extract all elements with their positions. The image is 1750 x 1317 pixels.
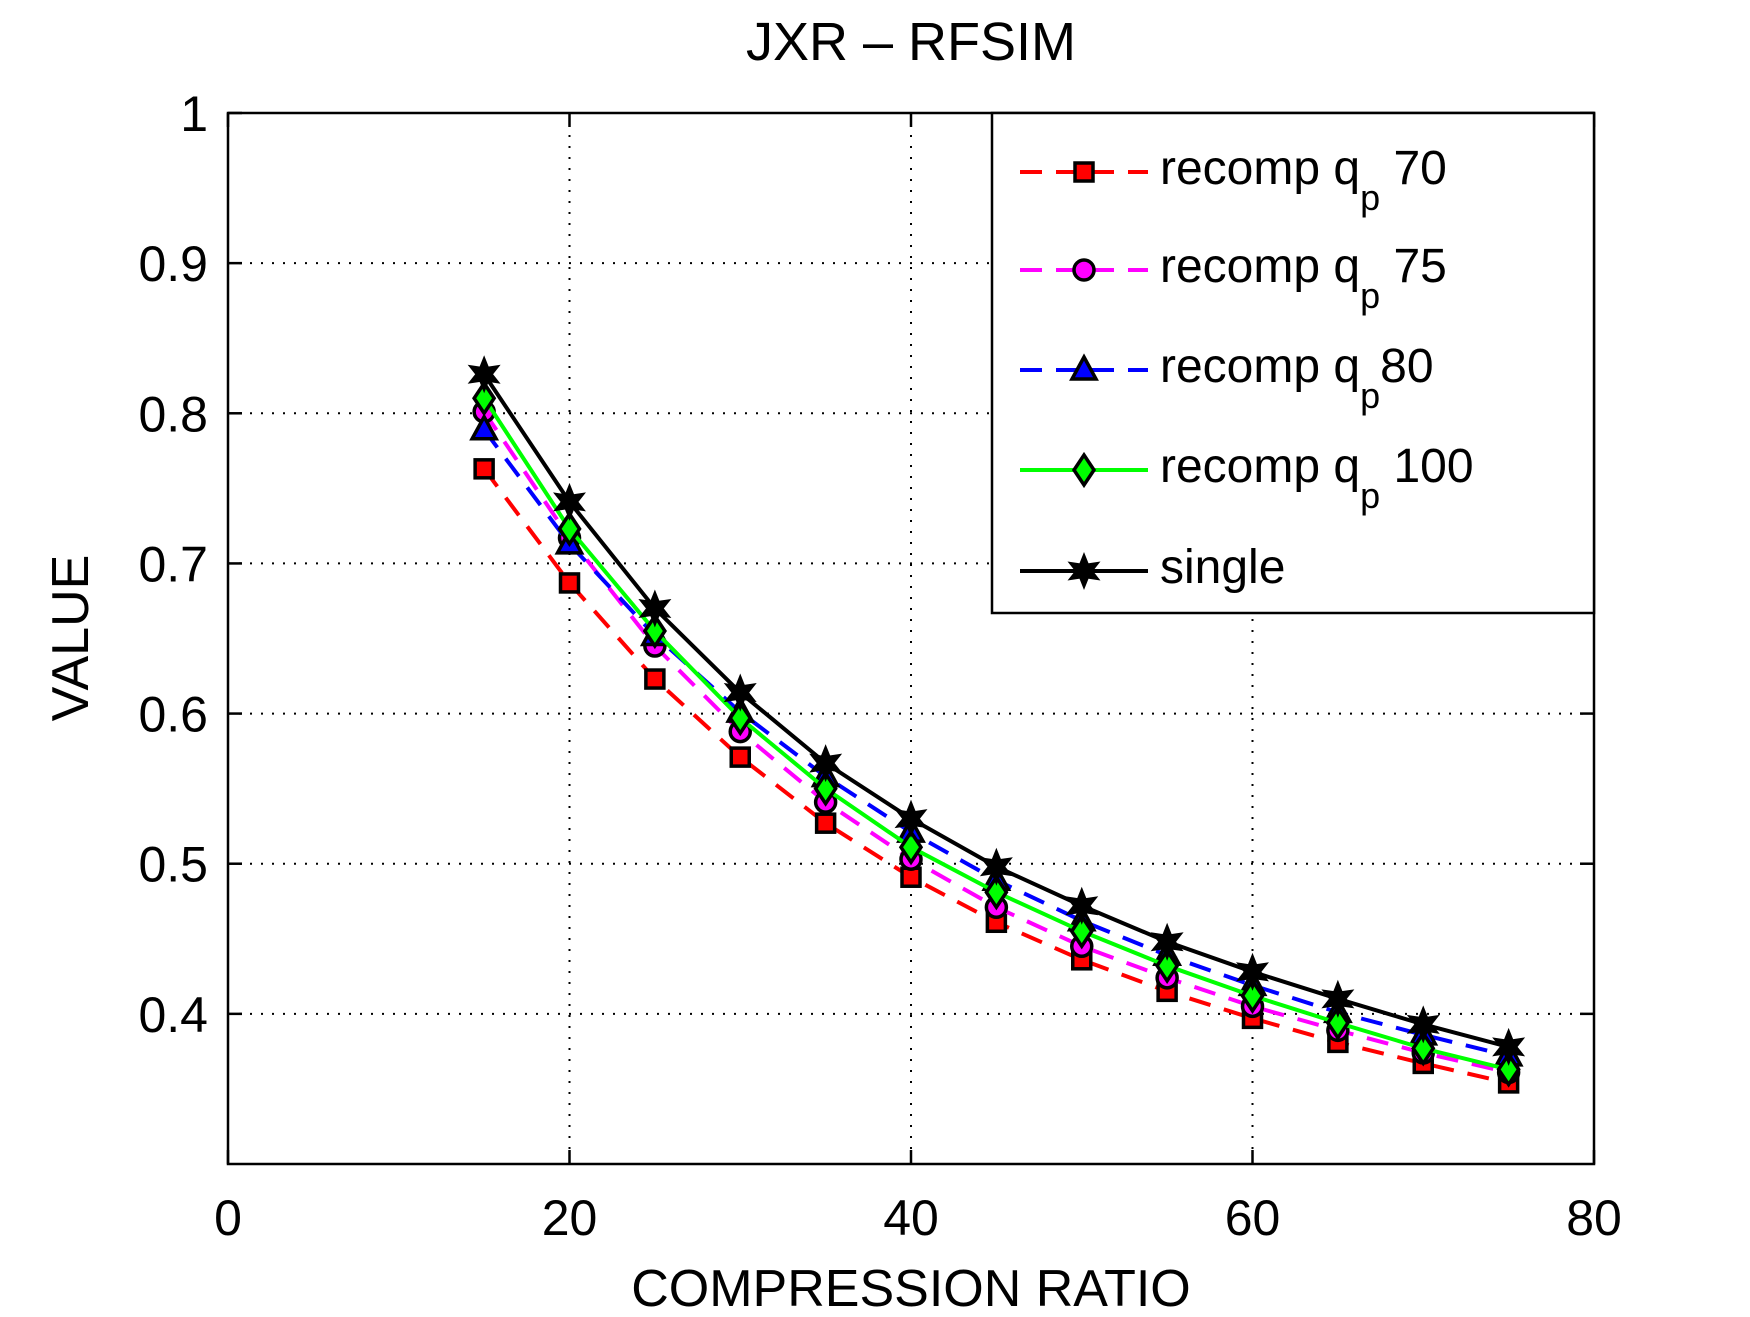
series-4 <box>467 355 1526 1066</box>
legend-label-subscript: p <box>1360 375 1380 416</box>
data-point <box>1150 922 1184 961</box>
data-point <box>558 572 581 594</box>
legend-label-main: single <box>1160 541 1285 594</box>
legend-marker <box>1072 258 1096 282</box>
data-point <box>1411 1030 1436 1067</box>
y-axis-label: VALUE <box>42 555 100 722</box>
data-point <box>728 699 753 737</box>
x-tick-label: 60 <box>1225 1190 1281 1246</box>
data-point <box>898 829 924 866</box>
legend-label-tail: 100 <box>1380 440 1473 493</box>
data-point <box>467 355 501 394</box>
legend-label: recomp qp 70 <box>1160 142 1447 218</box>
legend-label-tail: 70 <box>1380 142 1447 195</box>
y-tick-label: 0.7 <box>138 536 208 592</box>
legend-marker <box>1069 353 1099 381</box>
y-tick-label: 0.6 <box>138 687 208 743</box>
legend-label-main: recomp q <box>1160 340 1360 393</box>
legend-box <box>990 111 1596 615</box>
legend-label: single <box>1160 541 1285 594</box>
legend-item: recomp qp 100 <box>1020 440 1474 516</box>
y-tick-label: 0.4 <box>138 987 208 1043</box>
data-point <box>638 589 672 628</box>
data-point <box>814 812 837 834</box>
data-point <box>1492 1027 1526 1066</box>
data-point <box>979 847 1013 886</box>
data-point <box>729 746 751 768</box>
data-point <box>894 799 928 838</box>
data-point <box>1321 979 1355 1018</box>
legend-label-main: recomp q <box>1160 440 1360 493</box>
data-point <box>644 668 666 690</box>
axis-ticks: 0 20 40 60 80 0.4 0.5 0.6 0.7 0.8 0.9 1 <box>138 86 1621 1246</box>
y-tick-label: 0.9 <box>138 236 208 292</box>
x-tick-label: 20 <box>542 1190 598 1246</box>
data-point <box>1496 1051 1521 1088</box>
legend-marker <box>1073 161 1095 183</box>
legend-label: recomp qp 75 <box>1160 240 1447 316</box>
legend-label-subscript: p <box>1360 275 1380 316</box>
data-point <box>1236 952 1269 991</box>
x-tick-label: 80 <box>1566 1190 1622 1246</box>
data-point <box>473 458 495 480</box>
y-tick-label: 1 <box>180 86 208 142</box>
data-point <box>472 380 497 417</box>
legend-label-tail: 80 <box>1380 340 1433 393</box>
data-point <box>469 413 500 441</box>
legend-label-subscript: p <box>1360 177 1380 218</box>
data-point <box>642 612 667 650</box>
legend-label-main: recomp q <box>1160 142 1360 195</box>
data-point <box>1406 1005 1440 1044</box>
x-tick-label: 40 <box>883 1190 939 1246</box>
legend-marker <box>1071 451 1097 489</box>
data-point <box>1065 886 1099 925</box>
legend-item: recomp qp 75 <box>1020 240 1447 316</box>
legend-label: recomp qp 100 <box>1160 440 1474 516</box>
data-point <box>809 744 843 783</box>
chart-title: JXR – RFSIM <box>746 12 1076 72</box>
data-point <box>1155 947 1180 984</box>
x-axis-label: COMPRESSION RATIO <box>631 1260 1191 1317</box>
series-3 <box>472 380 1521 1088</box>
legend-label-tail: 75 <box>1380 240 1447 293</box>
data-point <box>1325 1004 1350 1042</box>
legend-item: single <box>1020 541 1285 594</box>
legend-item: recomp qp80 <box>1020 340 1434 416</box>
legend-label-main: recomp q <box>1160 240 1360 293</box>
data-point <box>557 510 582 548</box>
data-point <box>1240 977 1265 1014</box>
data-point <box>723 673 757 712</box>
legend-label-subscript: p <box>1360 475 1380 516</box>
data-point <box>984 874 1009 911</box>
data-point <box>553 482 586 521</box>
x-tick-label: 0 <box>214 1190 242 1246</box>
y-tick-label: 0.5 <box>138 837 208 893</box>
legend-label: recomp qp80 <box>1160 340 1434 416</box>
y-tick-label: 0.8 <box>138 386 208 442</box>
legend-marker <box>1067 551 1101 591</box>
legend-item: recomp qp 70 <box>1020 142 1447 218</box>
data-point <box>813 770 838 807</box>
data-point <box>1069 913 1094 950</box>
series-layer <box>467 355 1526 1094</box>
